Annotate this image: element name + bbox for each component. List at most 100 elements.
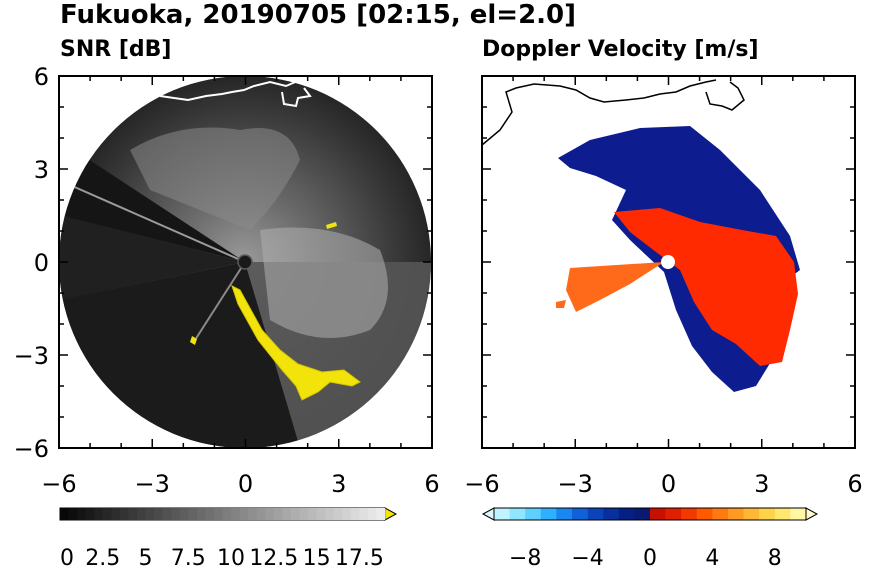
snr-x-tick-label: 6 bbox=[424, 470, 439, 498]
doppler-colorbar-label: −4 bbox=[571, 546, 603, 570]
doppler-colorbar-segment bbox=[650, 508, 666, 520]
snr-x-tick-label: 3 bbox=[331, 470, 346, 498]
doppler-colorbar-segment bbox=[790, 508, 807, 520]
doppler-colorbar-segment bbox=[540, 508, 557, 520]
snr-colorbar-segment bbox=[136, 508, 146, 520]
doppler-colorbar-segment bbox=[494, 508, 510, 520]
snr-coastline bbox=[159, 76, 327, 108]
snr-colorbar-segment bbox=[60, 508, 69, 520]
doppler-colorbar-segment bbox=[728, 508, 744, 520]
snr-panel-title: SNR [dB] bbox=[60, 37, 171, 62]
doppler-x-tick-label: 3 bbox=[754, 470, 769, 498]
snr-y-tick-label: −3 bbox=[14, 342, 49, 370]
snr-colorbar-segment bbox=[145, 508, 155, 520]
snr-colorbar bbox=[59, 507, 398, 521]
snr-clutter-beam-1 bbox=[69, 184, 246, 263]
snr-colorbar-segment bbox=[367, 508, 377, 520]
snr-colorbar-segment bbox=[85, 508, 95, 520]
snr-colorbar-segment bbox=[256, 508, 266, 520]
doppler-colorbar-segment bbox=[759, 508, 776, 520]
doppler-colorbar-segment bbox=[681, 508, 698, 520]
doppler-colorbar-segments bbox=[494, 508, 807, 520]
snr-colorbar-segment bbox=[188, 508, 198, 520]
snr-colorbar-segment bbox=[222, 508, 232, 520]
doppler-colorbar-segment bbox=[712, 508, 729, 520]
snr-colorbar-label: 5 bbox=[139, 546, 153, 570]
doppler-colorbar-segment bbox=[525, 508, 542, 520]
snr-y-tick-label: 6 bbox=[34, 63, 49, 91]
snr-colorbar-segment bbox=[299, 508, 309, 520]
doppler-colorbar-segment bbox=[774, 508, 791, 520]
doppler-colorbar-label: −8 bbox=[509, 546, 541, 570]
snr-colorbar-segment bbox=[77, 508, 86, 520]
snr-colorbar-segment bbox=[119, 508, 129, 520]
snr-colorbar-segment bbox=[111, 508, 121, 520]
snr-radar-site bbox=[237, 254, 253, 270]
axes-ticks: −6 −3 0 3 6 6 3 0 −3 −6 −6 −3 0 3 6 bbox=[14, 63, 863, 498]
doppler-colorbar-label: 8 bbox=[768, 546, 782, 570]
snr-colorbar-segment bbox=[179, 508, 189, 520]
snr-colorbar-segment bbox=[68, 508, 78, 520]
doppler-panel-title: Doppler Velocity [m/s] bbox=[482, 37, 759, 62]
snr-colorbar-segment bbox=[162, 508, 172, 520]
snr-colorbar-label: 15 bbox=[303, 546, 331, 570]
doppler-outbound-west-sector bbox=[566, 262, 664, 312]
doppler-colorbar-over-triangle bbox=[805, 507, 819, 521]
doppler-colorbar-segment bbox=[603, 508, 620, 520]
doppler-outbound-region bbox=[614, 208, 798, 366]
snr-plot-area bbox=[58, 75, 433, 449]
snr-colorbar-segment bbox=[128, 508, 138, 520]
doppler-x-tick-label: −3 bbox=[558, 470, 593, 498]
doppler-colorbar-segment bbox=[587, 508, 604, 520]
doppler-colorbar-label: 0 bbox=[643, 546, 657, 570]
doppler-colorbar-segment bbox=[509, 508, 526, 520]
snr-colorbar-over-triangle bbox=[384, 507, 398, 521]
snr-saturated-echo bbox=[231, 285, 361, 401]
doppler-radar-site bbox=[661, 255, 675, 269]
snr-colorbar-segment bbox=[308, 508, 317, 520]
snr-colorbar-segment bbox=[282, 508, 292, 520]
snr-colorbar-segment bbox=[248, 508, 258, 520]
snr-colorbar-segments bbox=[60, 508, 386, 520]
snr-colorbar-segment bbox=[205, 508, 215, 520]
snr-colorbar-segment bbox=[342, 508, 352, 520]
figure-title: Fukuoka, 20190705 [02:15, el=2.0] bbox=[60, 0, 576, 30]
snr-blocked-sector-upper bbox=[59, 140, 245, 262]
snr-x-tick-label: 0 bbox=[238, 470, 253, 498]
snr-y-tick-label: 3 bbox=[34, 156, 49, 184]
doppler-colorbar-segment bbox=[572, 508, 588, 520]
doppler-x-tick-label: −6 bbox=[464, 470, 499, 498]
snr-blocked-sector-west bbox=[59, 215, 245, 300]
snr-colorbar-segment bbox=[265, 508, 275, 520]
snr-colorbar-segment bbox=[376, 508, 386, 520]
snr-colorbar-segment bbox=[350, 508, 360, 520]
snr-colorbar-label: 7.5 bbox=[171, 546, 206, 570]
snr-colorbar-label: 17.5 bbox=[335, 546, 384, 570]
doppler-colorbar-segment bbox=[665, 508, 682, 520]
snr-colorbar-segment bbox=[171, 508, 181, 520]
snr-x-tick-label: −6 bbox=[41, 470, 76, 498]
doppler-plot-area bbox=[481, 75, 856, 449]
snr-colorbar-segment bbox=[213, 508, 223, 520]
snr-clutter-beam-2 bbox=[194, 261, 246, 341]
doppler-inbound-speckle bbox=[556, 300, 566, 308]
snr-colorbar-segment bbox=[325, 508, 334, 520]
snr-colorbar-segment bbox=[316, 508, 326, 520]
doppler-colorbar-segment bbox=[556, 508, 573, 520]
snr-saturated-speckle-1 bbox=[190, 336, 197, 345]
snr-colorbar-segment bbox=[196, 508, 206, 520]
doppler-colorbar-segment bbox=[743, 508, 760, 520]
snr-colorbar-segment bbox=[239, 508, 249, 520]
doppler-colorbar-frame bbox=[493, 507, 807, 521]
doppler-colorbar-segment bbox=[634, 508, 651, 520]
snr-x-tick-label: −3 bbox=[135, 470, 170, 498]
snr-colorbar-segment bbox=[333, 508, 343, 520]
snr-colorbar-segment bbox=[154, 508, 163, 520]
snr-echo-north bbox=[130, 127, 300, 230]
doppler-x-tick-label: 6 bbox=[847, 470, 862, 498]
snr-colorbar-label: 0 bbox=[60, 546, 74, 570]
snr-echo-east bbox=[260, 227, 388, 338]
doppler-x-tick-label: 0 bbox=[661, 470, 676, 498]
snr-colorbar-segment bbox=[359, 508, 369, 520]
